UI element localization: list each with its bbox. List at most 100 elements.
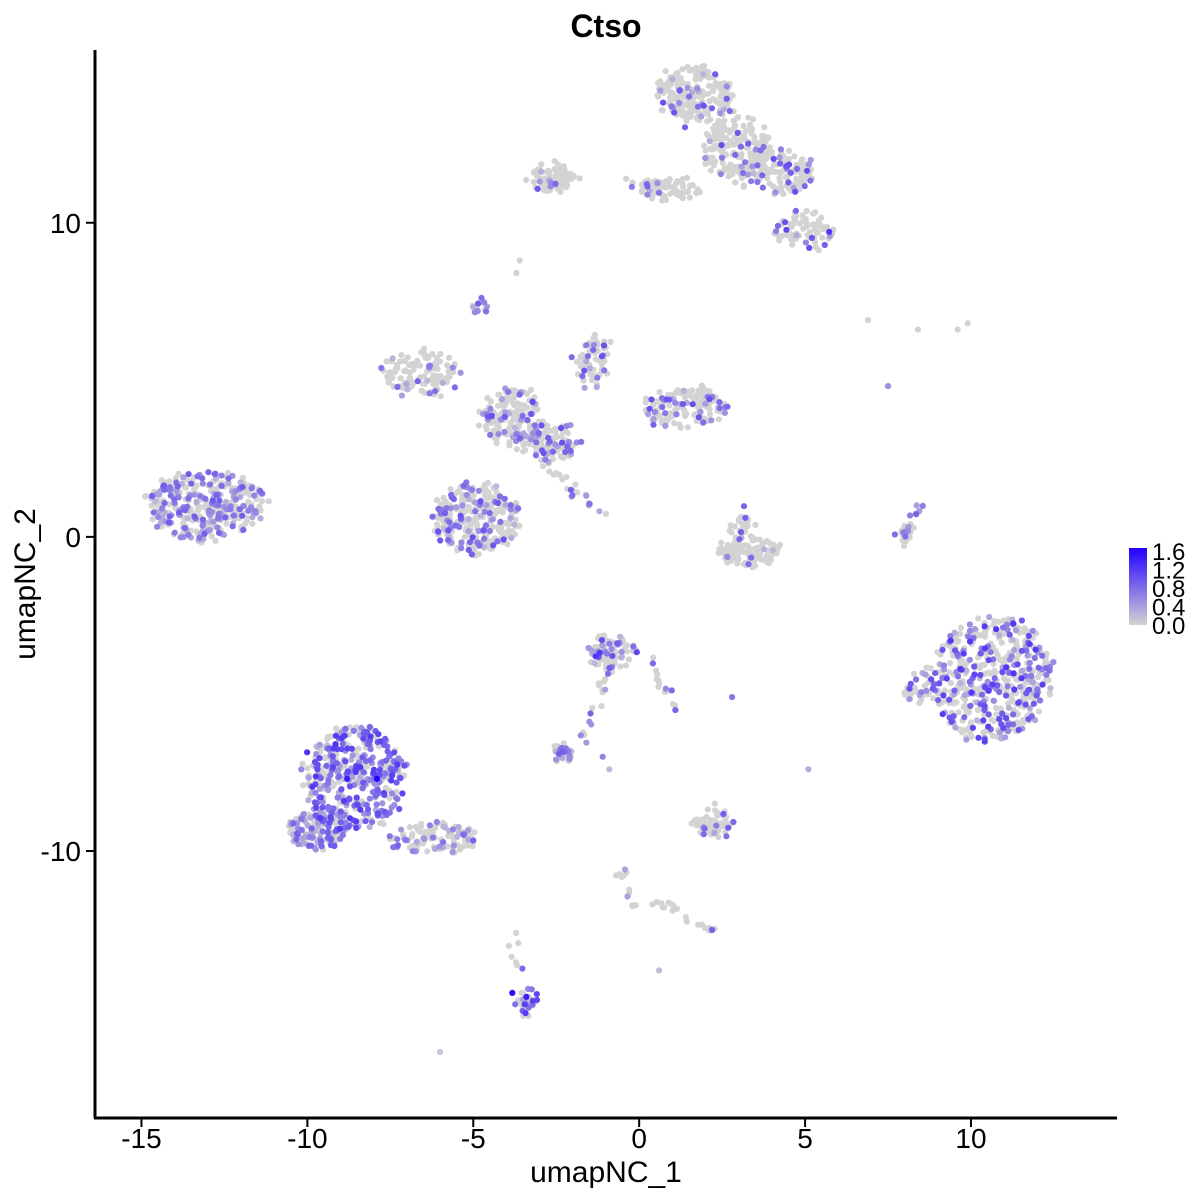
cell-point bbox=[943, 675, 950, 682]
cell-point bbox=[770, 155, 777, 163]
cell-point bbox=[437, 350, 444, 358]
cell-point bbox=[483, 502, 490, 509]
cell-point bbox=[602, 686, 609, 693]
cell-point bbox=[389, 374, 396, 381]
cell-point bbox=[985, 723, 992, 730]
cell-point bbox=[702, 924, 709, 932]
cell-point bbox=[166, 513, 173, 520]
cell-point bbox=[530, 179, 537, 186]
colorbar-legend: 1.61.20.80.40.0 bbox=[1129, 539, 1185, 640]
cell-point bbox=[502, 409, 509, 416]
cell-point bbox=[967, 638, 974, 645]
cell-point bbox=[344, 745, 351, 752]
cell-point bbox=[265, 498, 272, 505]
cell-point bbox=[725, 173, 732, 180]
cell-point bbox=[639, 188, 646, 195]
cell-point bbox=[494, 538, 501, 545]
cell-point bbox=[793, 165, 801, 172]
cell-point bbox=[793, 175, 800, 182]
cell-point bbox=[458, 544, 465, 552]
cell-point bbox=[678, 106, 686, 113]
cell-point bbox=[662, 685, 669, 692]
cell-point bbox=[968, 689, 975, 696]
cell-point bbox=[964, 320, 971, 327]
cell-point bbox=[603, 656, 610, 663]
cell-point bbox=[359, 754, 366, 761]
cell-point bbox=[540, 449, 547, 457]
cell-point bbox=[999, 668, 1006, 676]
cell-point bbox=[981, 645, 989, 652]
cell-point bbox=[672, 399, 679, 406]
cell-point bbox=[707, 817, 714, 824]
cell-point bbox=[445, 527, 452, 534]
cell-point bbox=[194, 507, 201, 514]
cell-point bbox=[700, 419, 707, 426]
cell-point bbox=[998, 656, 1005, 664]
cell-point bbox=[659, 107, 666, 114]
cell-point bbox=[598, 353, 606, 360]
cell-point bbox=[344, 768, 351, 775]
cell-point bbox=[413, 838, 420, 846]
cell-point bbox=[721, 409, 729, 416]
cell-point bbox=[510, 415, 517, 422]
cell-point bbox=[449, 826, 457, 833]
cell-point bbox=[776, 541, 784, 548]
cell-point bbox=[598, 703, 605, 710]
cell-point bbox=[529, 398, 536, 406]
cell-point bbox=[394, 383, 401, 391]
cell-point bbox=[951, 687, 958, 694]
cell-point bbox=[377, 738, 384, 745]
cell-point bbox=[820, 226, 827, 233]
cell-point bbox=[590, 341, 598, 348]
cell-point bbox=[312, 773, 319, 780]
cell-point bbox=[704, 806, 711, 813]
cell-point bbox=[359, 785, 366, 792]
cell-point bbox=[691, 818, 698, 825]
cell-point bbox=[438, 501, 445, 508]
cell-point bbox=[360, 735, 367, 742]
cell-point bbox=[679, 401, 687, 408]
cell-point bbox=[373, 775, 381, 782]
cell-point bbox=[538, 422, 545, 429]
cell-point bbox=[339, 740, 346, 747]
cell-point bbox=[396, 805, 403, 813]
cell-point bbox=[659, 404, 666, 411]
cell-point bbox=[803, 223, 810, 230]
cell-point bbox=[706, 406, 713, 413]
cell-point bbox=[215, 529, 223, 536]
colorbar-tick-label: 0.8 bbox=[1152, 576, 1185, 603]
cell-point bbox=[649, 193, 656, 200]
cell-point bbox=[687, 183, 694, 190]
cell-point bbox=[384, 748, 391, 755]
cell-point bbox=[1026, 665, 1033, 672]
cell-point bbox=[312, 846, 319, 853]
cell-point bbox=[481, 508, 488, 515]
cell-point bbox=[529, 998, 536, 1005]
cell-point bbox=[730, 818, 737, 826]
cell-point bbox=[819, 234, 826, 241]
cell-point bbox=[695, 414, 703, 421]
cell-point bbox=[710, 162, 718, 169]
cell-point bbox=[481, 535, 488, 542]
cell-point bbox=[963, 708, 970, 715]
cell-point bbox=[171, 496, 178, 503]
cell-point bbox=[499, 509, 506, 516]
cell-point bbox=[660, 99, 667, 106]
cell-point bbox=[1009, 636, 1016, 643]
cell-point bbox=[630, 643, 637, 650]
cell-point bbox=[560, 183, 568, 190]
cell-point bbox=[474, 307, 481, 315]
cell-point bbox=[623, 648, 631, 655]
cell-point bbox=[742, 128, 750, 135]
cell-point bbox=[624, 893, 631, 900]
cell-point bbox=[256, 503, 263, 510]
cell-point bbox=[185, 531, 192, 539]
cell-point bbox=[722, 164, 729, 171]
cell-point bbox=[313, 804, 320, 811]
cell-point bbox=[501, 402, 509, 409]
cell-point bbox=[737, 529, 745, 536]
cell-point bbox=[201, 530, 208, 538]
cell-point bbox=[783, 226, 790, 233]
cell-point bbox=[694, 85, 701, 92]
cell-point bbox=[142, 493, 149, 500]
